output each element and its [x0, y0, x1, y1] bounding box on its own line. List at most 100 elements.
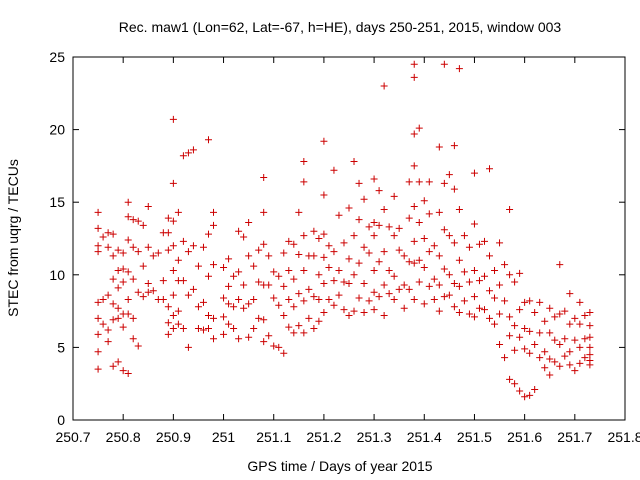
data-point [104, 291, 112, 299]
data-point [245, 252, 253, 260]
data-point [360, 280, 368, 288]
data-point [561, 335, 569, 343]
data-point [320, 230, 328, 238]
data-point [174, 256, 182, 264]
data-point [465, 243, 473, 251]
data-point [169, 325, 177, 333]
data-point [486, 287, 494, 295]
data-point [526, 297, 534, 305]
data-point [521, 345, 529, 353]
data-point [405, 214, 413, 222]
data-point [345, 204, 353, 212]
data-point [194, 325, 202, 333]
data-point [430, 295, 438, 303]
data-point [531, 309, 539, 317]
x-tick-label: 251.1 [256, 429, 291, 445]
data-point [340, 278, 348, 286]
data-point [250, 262, 258, 270]
y-tick-label: 10 [49, 267, 65, 283]
data-point [365, 249, 373, 257]
data-point [119, 278, 127, 286]
data-point [154, 249, 162, 257]
data-point [315, 317, 323, 325]
data-point [310, 293, 318, 301]
data-point [415, 124, 423, 132]
x-tick-label: 251.8 [607, 429, 640, 445]
data-point [531, 340, 539, 348]
data-point [94, 208, 102, 216]
data-point [581, 311, 589, 319]
data-point [149, 252, 157, 260]
data-point [204, 311, 212, 319]
data-point [240, 281, 248, 289]
data-point [561, 352, 569, 360]
data-point [450, 280, 458, 288]
data-point [260, 174, 268, 182]
data-point [470, 266, 478, 274]
data-point [305, 314, 313, 322]
data-point [581, 335, 589, 343]
data-point [204, 136, 212, 144]
data-point [390, 295, 398, 303]
data-point [114, 304, 122, 312]
data-point [335, 266, 343, 274]
data-point [380, 205, 388, 213]
data-point [546, 329, 554, 337]
data-point [300, 232, 308, 240]
data-point [255, 278, 263, 286]
data-point [541, 317, 549, 325]
data-point [94, 314, 102, 322]
data-point [405, 178, 413, 186]
data-point [576, 320, 584, 328]
data-point [380, 281, 388, 289]
data-point [355, 259, 363, 267]
data-point [270, 294, 278, 302]
data-point [320, 253, 328, 261]
data-point [109, 275, 117, 283]
data-point [320, 191, 328, 199]
data-point [189, 285, 197, 293]
data-point [516, 269, 524, 277]
data-point [435, 143, 443, 151]
data-point [586, 333, 594, 341]
data-point [240, 304, 248, 312]
data-point [164, 229, 172, 237]
data-point [335, 291, 343, 299]
data-point [350, 271, 358, 279]
data-point [365, 297, 373, 305]
data-point [325, 295, 333, 303]
data-point [280, 282, 288, 290]
data-point [410, 237, 418, 245]
data-point [375, 258, 383, 266]
data-point [300, 297, 308, 305]
data-point [255, 314, 263, 322]
data-point [546, 371, 554, 379]
data-point [290, 303, 298, 311]
data-point [526, 391, 534, 399]
data-point [410, 130, 418, 138]
data-point [390, 272, 398, 280]
data-point [99, 320, 107, 328]
data-point [586, 343, 594, 351]
data-point [470, 220, 478, 228]
data-point [99, 233, 107, 241]
data-point [179, 325, 187, 333]
data-points [94, 60, 594, 401]
data-point [541, 348, 549, 356]
data-point [164, 246, 172, 254]
data-point [240, 233, 248, 241]
data-point [345, 280, 353, 288]
data-point [179, 277, 187, 285]
data-point [561, 307, 569, 315]
data-point [440, 226, 448, 234]
data-point [144, 203, 152, 211]
data-point [501, 261, 509, 269]
data-point [506, 332, 514, 340]
data-point [184, 291, 192, 299]
data-point [144, 243, 152, 251]
data-point [265, 252, 273, 260]
data-point [370, 175, 378, 183]
data-point [310, 325, 318, 333]
x-tick-label: 251.2 [306, 429, 341, 445]
